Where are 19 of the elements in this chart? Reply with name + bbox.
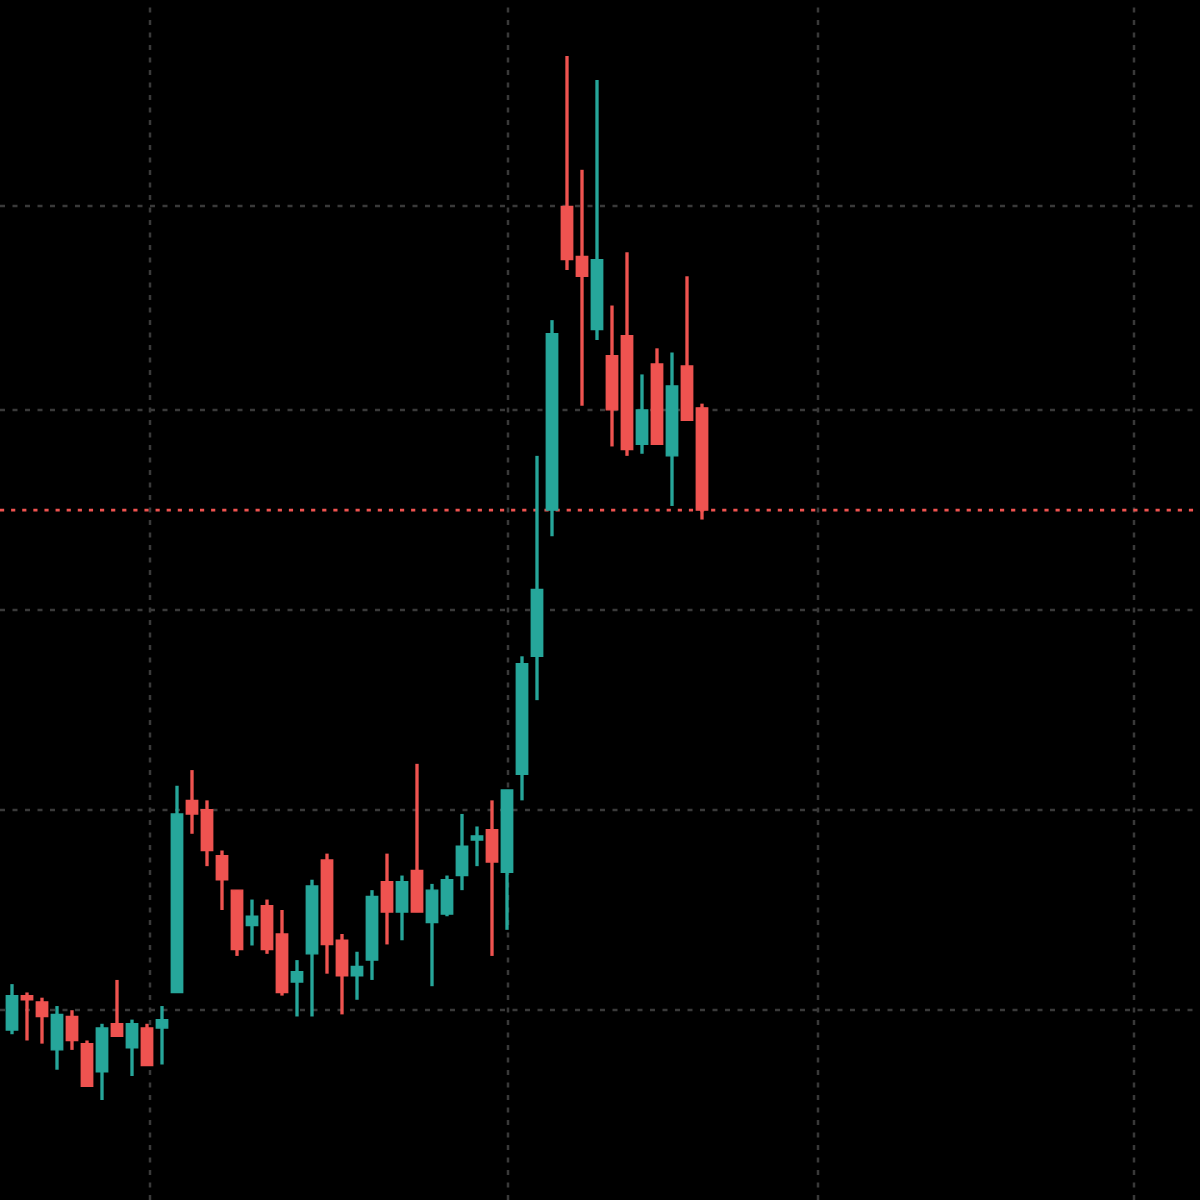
candlestick: [125, 1017, 139, 1078]
candlestick: [95, 1022, 109, 1102]
candlestick: [215, 848, 229, 912]
candlestick: [410, 762, 424, 914]
candlestick: [485, 798, 499, 958]
candlestick: [80, 1038, 94, 1089]
candlestick: [635, 372, 649, 456]
candlestick: [35, 996, 49, 1046]
candlestick: [110, 978, 124, 1038]
candlestick: [455, 812, 469, 892]
candlestick: [140, 1022, 154, 1068]
candlestick: [155, 1004, 169, 1067]
candlestick: [290, 958, 304, 1019]
candlestick: [470, 824, 484, 868]
candlestick: [395, 873, 409, 942]
candlestick: [50, 1004, 64, 1072]
candlestick: [5, 982, 19, 1036]
candlestick: [380, 851, 394, 947]
candlestick: [65, 1008, 79, 1052]
